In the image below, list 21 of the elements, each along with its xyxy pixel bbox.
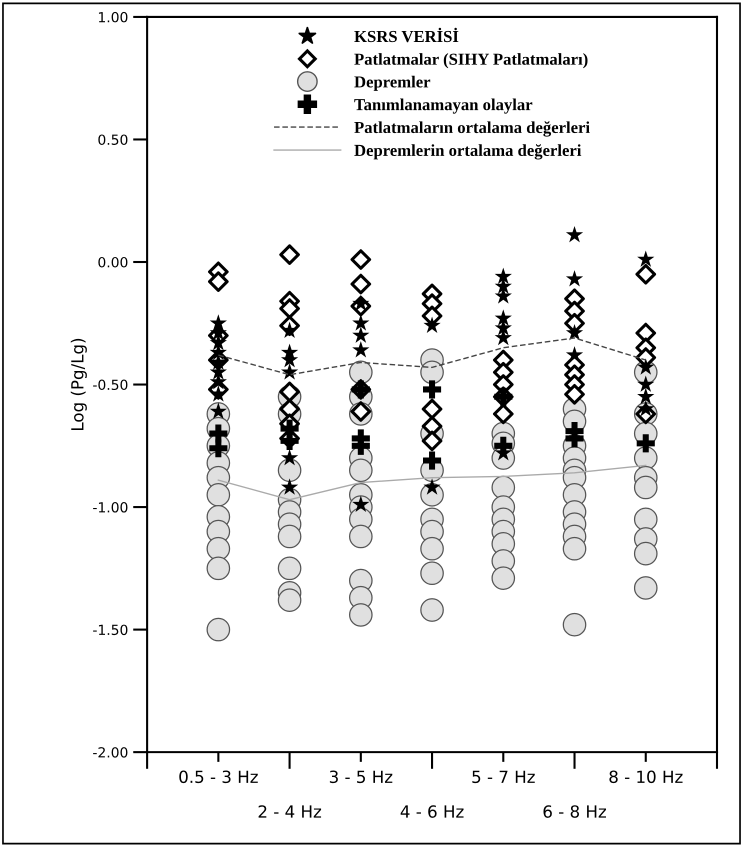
y-tick-label: 0.50 [98, 134, 128, 145]
y-tick-label: 0.00 [98, 256, 128, 268]
y-tick-label: -2.00 [93, 747, 128, 758]
x-tick-label: 0.5 - 3 Hz [179, 770, 258, 784]
legend-label: Tanımlanamayan olaylar [354, 98, 532, 114]
legend-label: KSRS VERİSİ [354, 28, 458, 42]
legend-label: Depremler [354, 76, 430, 91]
x-tick-label: 6 - 8 Hz [543, 805, 606, 818]
x-tick-label: 2 - 4 Hz [258, 805, 322, 818]
y-tick-label: -1.00 [93, 502, 128, 513]
legend-label: Patlatmaların ortalama değerleri [354, 121, 590, 137]
y-tick-label: 1.00 [98, 12, 128, 22]
y-tick-label: -1.50 [93, 624, 128, 636]
y-tick-label: -0.50 [93, 380, 128, 390]
legend-label: Depremlerin ortalama değerleri [354, 144, 582, 160]
x-tick-label: 4 - 6 Hz [400, 805, 464, 818]
x-tick-label: 3 - 5 Hz [330, 770, 392, 784]
y-axis-title: Log (Pg/Lg) [70, 338, 87, 430]
legend-label: Patlatmalar (SIHY Patlatmaları) [354, 53, 588, 68]
x-tick-label: 8 - 10 Hz [609, 770, 683, 784]
x-tick-label: 5 - 7 Hz [472, 770, 535, 784]
